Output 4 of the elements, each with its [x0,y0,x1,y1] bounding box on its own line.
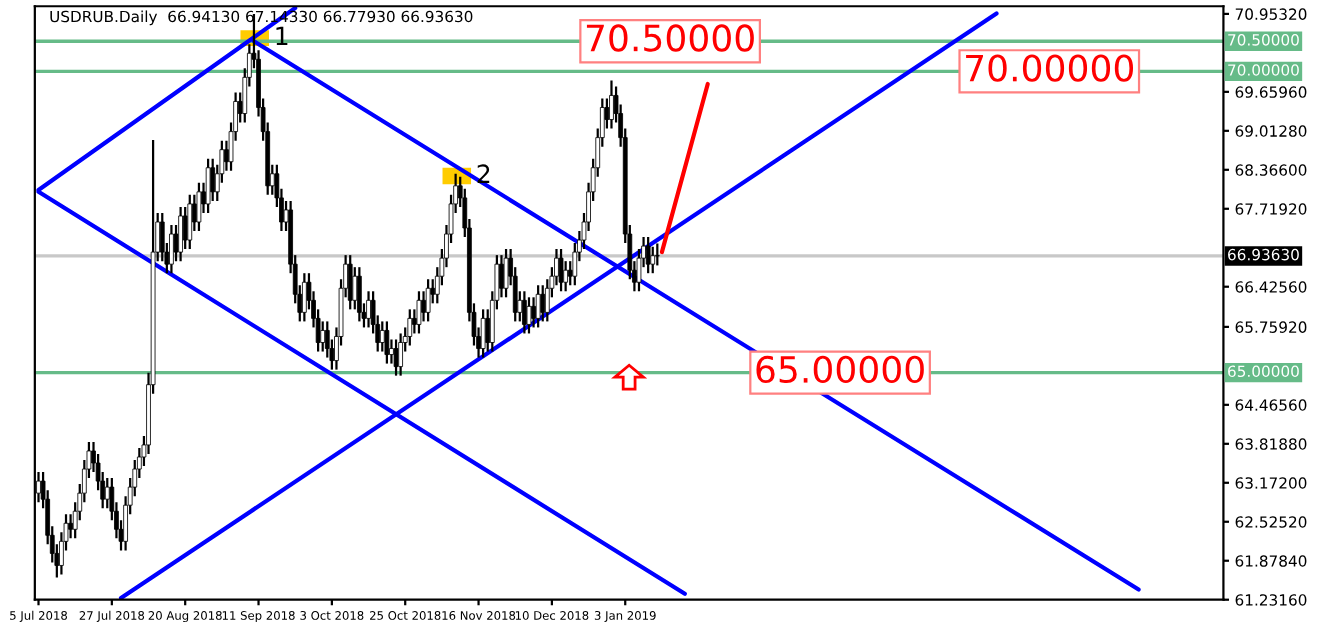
annotation: 70.00000 [966,54,1134,82]
annotation: 65.00000 [756,355,924,384]
annotation: 2 [477,164,490,183]
annotation: 70.50000 [586,24,754,52]
